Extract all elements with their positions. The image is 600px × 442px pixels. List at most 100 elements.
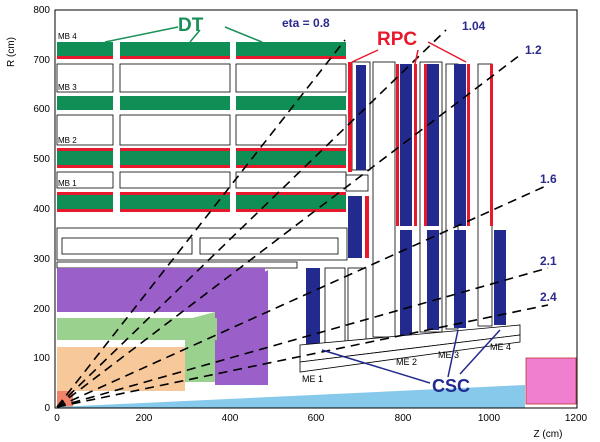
rpc-strip (120, 209, 230, 212)
rpc-strip (348, 62, 352, 172)
csc-chamber (400, 64, 412, 226)
hcal-endcap (215, 270, 268, 385)
csc-callout-line (321, 349, 431, 384)
csc-chamber (427, 230, 439, 330)
z-tick-label: 1200 (565, 413, 588, 424)
eta-label: 1.2 (525, 43, 542, 57)
csc-callout-line (459, 329, 501, 375)
r-tick-label: 700 (33, 55, 50, 66)
iron-yoke (56, 171, 114, 189)
rpc-strip (236, 192, 346, 195)
z-tick-label: 0 (54, 413, 60, 424)
rpc-strip (236, 56, 346, 59)
dt-chamber (57, 151, 113, 165)
eta-lines (56, 29, 549, 408)
rpc-strip (120, 56, 230, 59)
eta-line (56, 29, 447, 408)
me4-label: ME 4 (490, 342, 511, 352)
rpc-strip (467, 64, 470, 226)
csc-chamber (454, 230, 466, 328)
rpc-strip (365, 196, 369, 258)
tracker (57, 347, 185, 391)
dt-callout-line (189, 29, 201, 43)
forward-calorimeter (525, 357, 577, 405)
rpc-strip (490, 64, 493, 226)
hcal-barrel (57, 268, 265, 312)
rpc-strip (414, 64, 417, 226)
dt-chamber (236, 42, 346, 56)
endcap-disk (372, 61, 396, 338)
me3-label: ME 3 (438, 350, 459, 360)
callout-lines (104, 26, 263, 43)
csc-callout-lines (321, 329, 501, 384)
z-tick-label: 800 (395, 413, 412, 424)
rpc-strip (57, 165, 113, 168)
csc-chamber (348, 196, 362, 258)
csc-chamber (356, 65, 366, 170)
z-axis-label: Z (cm) (534, 429, 563, 440)
rpc-strip (236, 209, 346, 212)
eta-line (56, 267, 549, 408)
iron-yoke (119, 171, 231, 189)
coil-outline (61, 237, 193, 255)
rpc-strip (424, 64, 427, 226)
rpc-strip (236, 148, 346, 151)
csc-chamber (494, 230, 506, 325)
dt-chamber (57, 96, 113, 110)
eta-label: 1.6 (540, 172, 557, 186)
rpc-strip (120, 165, 230, 168)
r-tick-label: 800 (33, 5, 50, 16)
rpc-strip (120, 192, 230, 195)
z-tick-label: 200 (136, 413, 153, 424)
rpc-callout-lines (351, 41, 467, 65)
eta-label: 1.04 (462, 19, 486, 33)
coil-outline (199, 237, 339, 255)
dt-callout-line (224, 26, 263, 43)
dt-callout-line (104, 26, 179, 43)
r-tick-label: 500 (33, 154, 50, 165)
r-tick-label: 100 (33, 353, 50, 364)
r-axis-label: R (cm) (6, 37, 17, 67)
rpc-callout-line (351, 49, 379, 63)
r-tick-label: 400 (33, 204, 50, 215)
iron-yoke (235, 63, 347, 93)
r-tick-label: 300 (33, 254, 50, 265)
z-tick-label: 1000 (478, 413, 501, 424)
eta-label: 2.4 (540, 290, 557, 304)
cryostat-outline (56, 261, 298, 269)
z-tick-label: 600 (308, 413, 325, 424)
dt-chamber (120, 42, 230, 56)
dt-chamber (120, 195, 230, 209)
rpc-callout-line (427, 41, 467, 63)
z-axis: 0 200 400 600 800 1000 1200 Z (cm) (54, 413, 587, 440)
dt-chamber (57, 42, 113, 56)
ecal-endcap (185, 312, 215, 382)
mb1-label: MB 1 (58, 179, 77, 188)
dt-chamber (120, 151, 230, 165)
r-tick-label: 200 (33, 304, 50, 315)
eta-line (56, 54, 521, 408)
eta-label: eta = 0.8 (282, 16, 330, 30)
rpc-strip (120, 148, 230, 151)
r-axis: 0 100 200 300 400 500 600 700 800 R (cm) (6, 5, 577, 414)
mb2-label: MB 2 (58, 136, 77, 145)
rpc-label: RPC (377, 29, 417, 50)
me2-label: ME 2 (396, 357, 417, 367)
dt-chamber (57, 195, 113, 209)
rpc-strip (236, 165, 346, 168)
iron-yoke (56, 114, 114, 146)
rpc-strip (396, 64, 399, 226)
rpc-callout-line (414, 49, 419, 65)
endcap-nose (299, 334, 521, 373)
rpc-strip (57, 192, 113, 195)
csc-label: CSC (432, 376, 470, 396)
dt-label: DT (178, 15, 204, 36)
mb4-label: MB 4 (58, 32, 77, 41)
iron-yoke (119, 114, 231, 146)
beam-region (57, 385, 525, 408)
dt-chamber (236, 96, 346, 110)
eta-line (56, 304, 549, 408)
rpc-strip (57, 148, 113, 151)
me1-label: ME 1 (302, 374, 323, 384)
